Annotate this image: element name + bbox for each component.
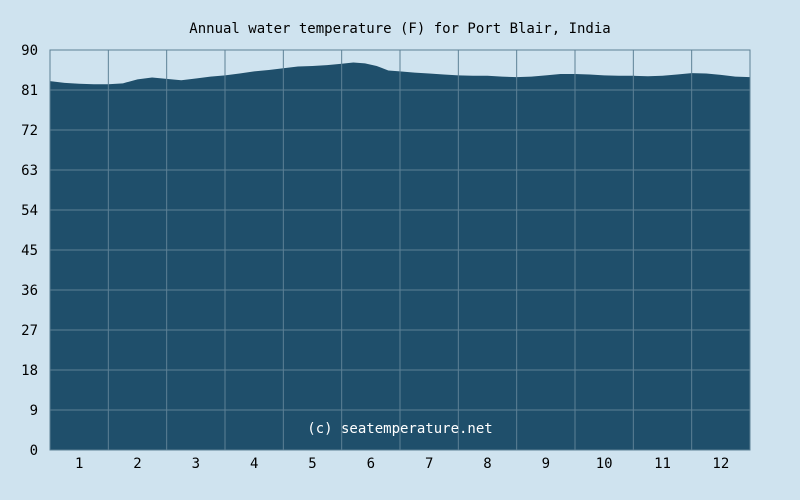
chart-title: Annual water temperature (F) for Port Bl… [189, 21, 610, 37]
y-axis-ticks: 0 9 18 27 36 45 54 63 72 81 90 [21, 43, 38, 459]
y-tick-label: 81 [21, 83, 38, 99]
y-tick-label: 63 [21, 163, 38, 179]
watermark: (c) seatemperature.net [307, 421, 492, 437]
y-tick-label: 9 [30, 403, 38, 419]
x-tick-label: 11 [654, 456, 671, 472]
plot-area [49, 49, 751, 451]
x-tick-label: 3 [192, 456, 200, 472]
plot-border [49, 49, 751, 451]
y-tick-label: 27 [21, 323, 38, 339]
x-tick-label: 8 [483, 456, 491, 472]
y-tick-label: 72 [21, 123, 38, 139]
x-tick-label: 4 [250, 456, 258, 472]
y-tick-label: 54 [21, 203, 38, 219]
x-tick-label: 10 [596, 456, 613, 472]
y-tick-label: 18 [21, 363, 38, 379]
x-tick-label: 2 [133, 456, 141, 472]
y-tick-label: 90 [21, 43, 38, 59]
y-tick-label: 45 [21, 243, 38, 259]
x-axis-ticks: 1 2 3 4 5 6 7 8 9 10 11 12 [75, 456, 729, 472]
x-tick-label: 1 [75, 456, 83, 472]
x-tick-label: 6 [367, 456, 375, 472]
x-tick-label: 5 [308, 456, 316, 472]
x-tick-label: 12 [712, 456, 729, 472]
y-tick-label: 36 [21, 283, 38, 299]
y-tick-label: 0 [30, 443, 38, 459]
x-tick-label: 9 [542, 456, 550, 472]
x-tick-label: 7 [425, 456, 433, 472]
